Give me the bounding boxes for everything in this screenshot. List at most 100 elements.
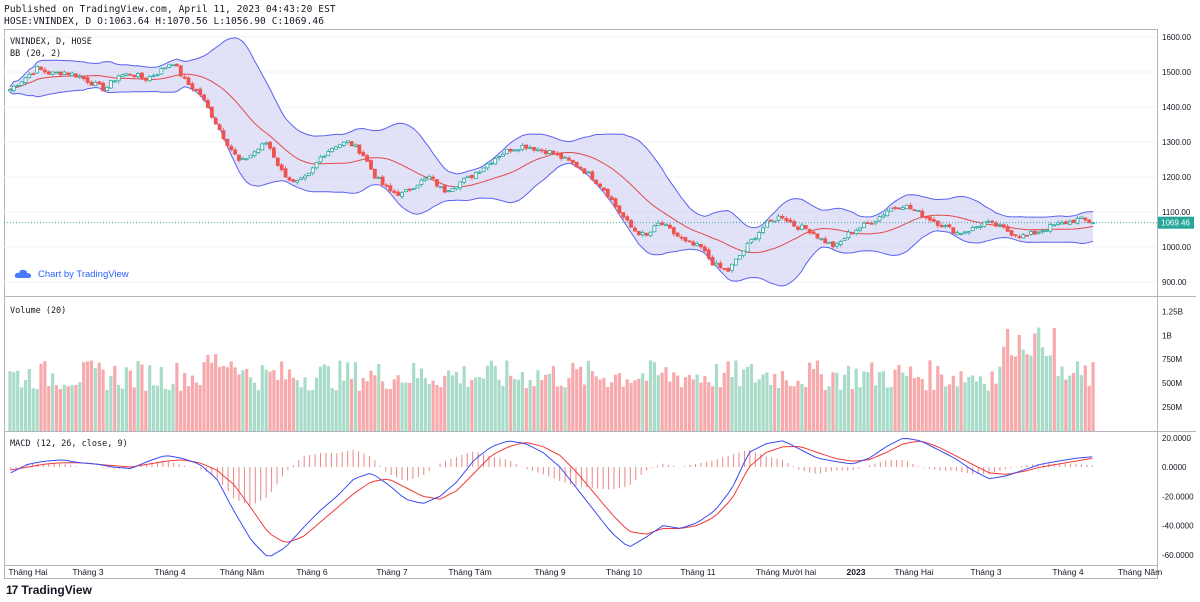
symbol-legend: VNINDEX, D, HOSE xyxy=(10,37,92,47)
volume-bar xyxy=(241,370,245,431)
candle xyxy=(54,71,59,74)
volume-bar xyxy=(571,363,575,431)
price-tick: 1500.00 xyxy=(1162,68,1191,77)
volume-bar xyxy=(893,369,897,431)
volume-bar xyxy=(295,380,299,431)
volume-bar xyxy=(43,361,47,431)
candle xyxy=(85,75,90,85)
volume-bar xyxy=(928,360,932,431)
candle xyxy=(435,178,439,188)
volume-bar xyxy=(260,365,264,431)
volume-bar xyxy=(330,388,334,431)
volume-tick: 250M xyxy=(1162,403,1182,412)
candle xyxy=(268,141,272,151)
candle xyxy=(291,178,296,183)
bollinger-upper-line xyxy=(9,37,1094,229)
volume-bar xyxy=(641,373,645,431)
volume-bar xyxy=(788,385,792,431)
volume-tick: 1.25B xyxy=(1162,307,1183,316)
volume-bar xyxy=(1075,361,1080,431)
volume-bar xyxy=(1056,376,1060,431)
volume-bar xyxy=(256,390,260,431)
volume-bar xyxy=(117,384,121,431)
time-tick: Tháng 11 xyxy=(680,567,716,577)
candle xyxy=(524,144,529,151)
candle xyxy=(590,169,595,182)
time-tick: Tháng 3 xyxy=(970,567,1001,577)
volume-bar xyxy=(478,377,482,431)
candle xyxy=(206,98,210,110)
time-tick: Tháng Tám xyxy=(448,567,491,577)
volume-bar xyxy=(19,387,24,431)
candle xyxy=(1013,234,1018,238)
volume-bar xyxy=(854,368,858,431)
volume-bar xyxy=(753,382,757,431)
bb-legend: BB (20, 2) xyxy=(10,49,61,59)
candle xyxy=(633,225,637,232)
volume-bar xyxy=(1072,373,1076,431)
candle xyxy=(602,187,606,192)
volume-bar xyxy=(780,371,785,431)
macd-tick: -40.0000 xyxy=(1162,522,1194,531)
volume-bar xyxy=(489,360,493,431)
volume-bar xyxy=(815,360,820,431)
tradingview-watermark[interactable]: Chart by TradingView xyxy=(14,268,129,280)
candle xyxy=(376,175,381,180)
volume-bar xyxy=(932,389,936,431)
volume-bar xyxy=(109,376,113,431)
volume-bar xyxy=(412,363,416,431)
candle xyxy=(749,238,754,245)
footer-brand[interactable]: 17 TradingView xyxy=(6,583,92,597)
candle xyxy=(574,161,579,168)
candle xyxy=(1060,220,1064,225)
volume-bar xyxy=(804,386,808,431)
volume-bar xyxy=(695,374,699,431)
volume-bar xyxy=(990,371,994,431)
volume-bar xyxy=(400,382,404,431)
candle xyxy=(854,227,859,236)
volume-bar xyxy=(481,378,486,431)
candle xyxy=(784,216,789,223)
volume-bar xyxy=(784,380,788,431)
candle xyxy=(407,188,412,193)
volume-bar xyxy=(613,374,618,431)
volume-bar xyxy=(528,380,532,431)
volume-bar xyxy=(905,375,909,431)
volume-bar xyxy=(668,381,672,431)
candle xyxy=(788,217,793,223)
candle xyxy=(427,174,432,180)
candle xyxy=(295,179,300,185)
candle xyxy=(539,147,544,154)
volume-bar xyxy=(839,389,843,431)
price-pane xyxy=(4,37,1157,287)
candle xyxy=(555,151,560,157)
volume-bar xyxy=(1009,355,1014,431)
candle xyxy=(353,143,358,148)
candle xyxy=(951,227,956,234)
volume-bar xyxy=(703,375,707,431)
time-tick: Tháng Hai xyxy=(894,567,933,577)
volume-bar xyxy=(881,371,886,431)
candle xyxy=(163,67,168,70)
volume-bar xyxy=(559,385,563,431)
candle xyxy=(128,73,133,76)
candle xyxy=(508,148,513,154)
published-line: Published on TradingView.com, April 11, … xyxy=(4,4,336,15)
volume-bar xyxy=(163,388,167,431)
volume-bar xyxy=(346,362,350,431)
candle xyxy=(310,166,315,176)
price-tick: 1100.00 xyxy=(1162,208,1191,217)
volume-bar xyxy=(870,362,874,431)
volume-bar xyxy=(1048,355,1052,431)
ohlc-line: HOSE:VNINDEX, D O:1063.64 H:1070.56 L:10… xyxy=(4,16,325,27)
candle xyxy=(27,71,32,79)
macd-tick: -60.0000 xyxy=(1162,551,1194,560)
price-tick: 1400.00 xyxy=(1162,103,1191,112)
macd-tick: -20.0000 xyxy=(1162,492,1194,501)
volume-bar xyxy=(74,384,78,431)
volume-bar xyxy=(85,361,90,431)
volume-bar xyxy=(676,375,680,431)
volume-bar xyxy=(377,363,381,431)
candle xyxy=(198,87,203,98)
